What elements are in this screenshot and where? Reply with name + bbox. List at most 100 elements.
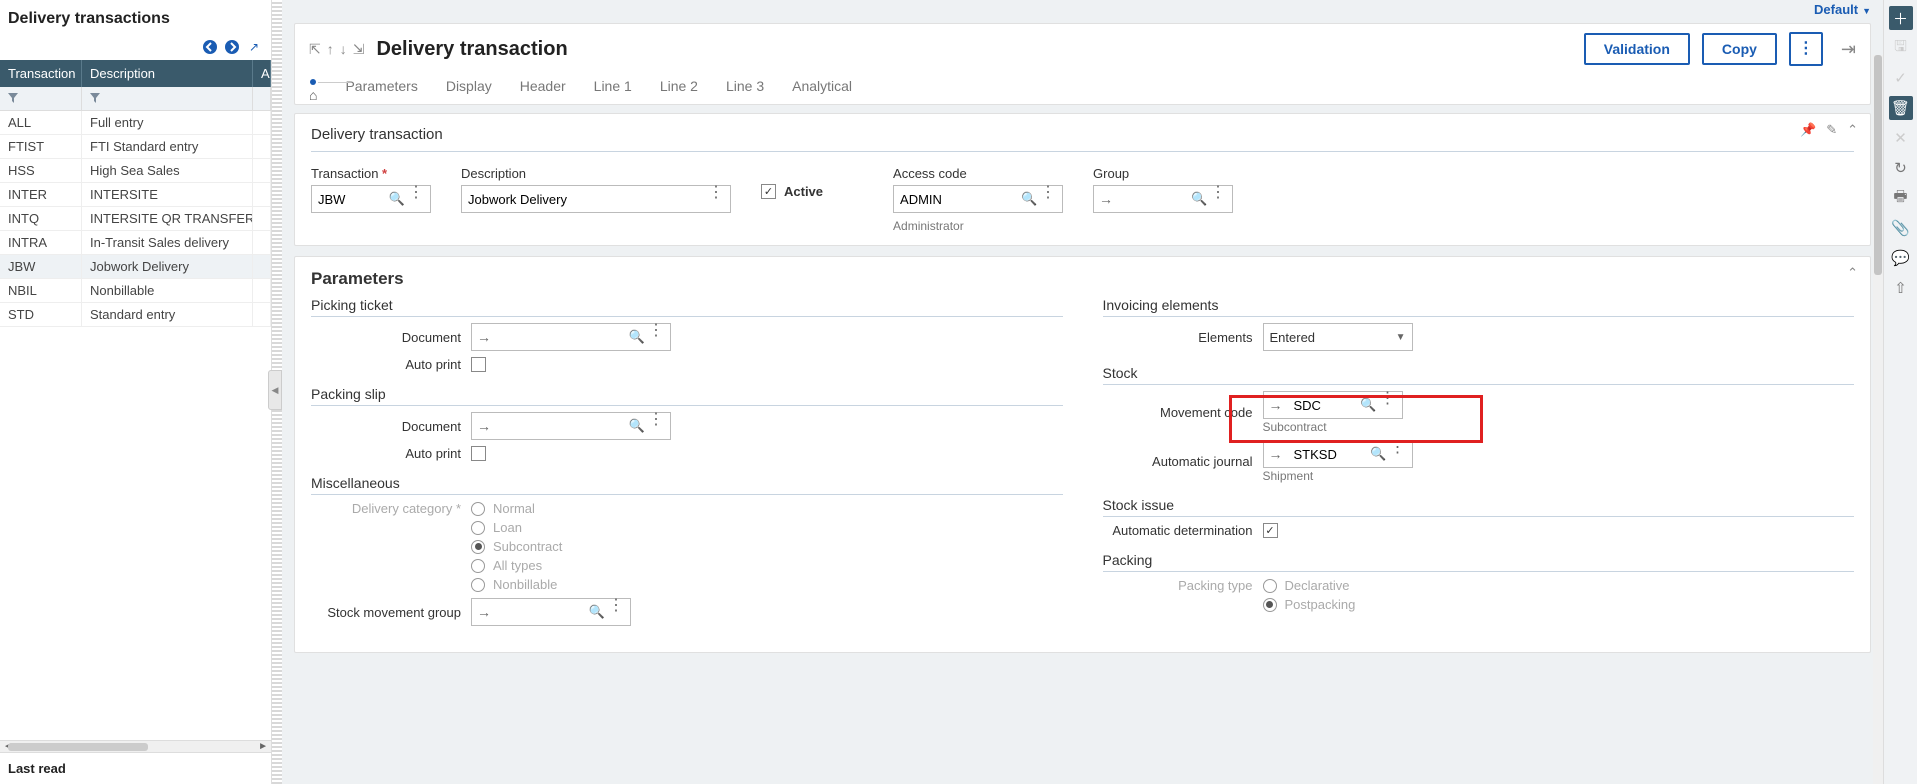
expand-icon[interactable]: ↗: [245, 38, 263, 56]
splitter[interactable]: ◀: [272, 0, 282, 784]
search-icon[interactable]: 🔍: [1018, 186, 1040, 212]
movement-input[interactable]: → 🔍: [1263, 391, 1403, 419]
picking-autoprint-checkbox[interactable]: [471, 357, 486, 372]
tab-item[interactable]: Line 3: [726, 78, 764, 104]
menu-icon[interactable]: [1210, 186, 1232, 212]
search-icon[interactable]: 🔍: [386, 186, 408, 212]
menu-icon[interactable]: [1390, 441, 1412, 467]
nav-down-icon[interactable]: ↓: [340, 41, 347, 58]
stockmove-input[interactable]: → 🔍: [471, 598, 631, 626]
nav-up-icon[interactable]: ↑: [327, 41, 334, 58]
filter-description[interactable]: [82, 87, 253, 110]
tab-item[interactable]: Line 2: [660, 78, 698, 104]
active-checkbox[interactable]: [761, 184, 776, 199]
pin-icon[interactable]: 📌: [1800, 122, 1816, 138]
radio-icon: [471, 502, 485, 516]
menu-icon[interactable]: [408, 186, 430, 212]
menu-icon[interactable]: [608, 599, 630, 625]
radio-item[interactable]: Postpacking: [1263, 597, 1356, 612]
filter-a[interactable]: [253, 87, 271, 110]
more-actions-button[interactable]: [1789, 32, 1823, 66]
nav-next-icon[interactable]: [223, 38, 241, 56]
table-row[interactable]: INTRAIn-Transit Sales delivery: [0, 231, 271, 255]
nav-first-icon[interactable]: ⇱: [309, 41, 321, 58]
active-label: Active: [784, 184, 823, 199]
default-view-link[interactable]: Default▼: [1814, 2, 1871, 17]
description-input[interactable]: [461, 185, 731, 213]
radio-item[interactable]: Declarative: [1263, 578, 1356, 593]
table-row[interactable]: HSSHigh Sea Sales: [0, 159, 271, 183]
tab-home[interactable]: ⌂: [309, 79, 317, 103]
radio-item[interactable]: Loan: [471, 520, 562, 535]
vertical-scrollbar[interactable]: [1873, 55, 1883, 784]
search-icon[interactable]: 🔍: [1188, 186, 1210, 212]
share-icon[interactable]: ⇧: [1889, 276, 1913, 300]
table-row[interactable]: JBWJobwork Delivery: [0, 255, 271, 279]
menu-icon[interactable]: [1380, 392, 1402, 418]
col-a[interactable]: A: [253, 60, 271, 87]
collapse-icon[interactable]: ⌃: [1847, 122, 1858, 138]
menu-icon[interactable]: [1040, 186, 1062, 212]
nav-last-icon[interactable]: ⇲: [353, 41, 365, 58]
search-icon[interactable]: 🔍: [626, 324, 648, 350]
tab-item[interactable]: Parameters: [345, 78, 417, 104]
journal-input[interactable]: → 🔍: [1263, 440, 1413, 468]
tab-item[interactable]: Analytical: [792, 78, 852, 104]
create-icon[interactable]: ✓: [1889, 66, 1913, 90]
menu-icon[interactable]: [648, 413, 670, 439]
packingslip-document-label: Document: [311, 419, 461, 434]
auto-determination-checkbox[interactable]: [1263, 523, 1278, 538]
parameters-section: ⌃ Parameters Picking ticket Document →: [294, 256, 1871, 653]
description-label: Description: [461, 166, 731, 181]
validation-button[interactable]: Validation: [1584, 33, 1690, 65]
transaction-input[interactable]: 🔍: [311, 185, 431, 213]
attach-icon[interactable]: 📎: [1889, 216, 1913, 240]
add-icon[interactable]: ＋: [1889, 6, 1913, 30]
refresh-icon[interactable]: ↻: [1889, 156, 1913, 180]
access-input[interactable]: 🔍: [893, 185, 1063, 213]
radio-item[interactable]: All types: [471, 558, 562, 573]
search-icon[interactable]: 🔍: [1368, 441, 1390, 467]
table-row[interactable]: ALLFull entry: [0, 111, 271, 135]
table-row[interactable]: FTISTFTI Standard entry: [0, 135, 271, 159]
table-row[interactable]: INTERINTERSITE: [0, 183, 271, 207]
save-icon[interactable]: 🖫: [1889, 36, 1913, 60]
table-row[interactable]: NBILNonbillable: [0, 279, 271, 303]
radio-item[interactable]: Nonbillable: [471, 577, 562, 592]
radio-item[interactable]: Subcontract: [471, 539, 562, 554]
tab-item[interactable]: Header: [520, 78, 566, 104]
group-input[interactable]: → 🔍: [1093, 185, 1233, 213]
tab-item[interactable]: Display: [446, 78, 492, 104]
search-icon[interactable]: 🔍: [586, 599, 608, 625]
menu-icon[interactable]: [648, 324, 670, 350]
delete-icon[interactable]: 🗑: [1889, 96, 1913, 120]
filter-transaction[interactable]: [0, 87, 82, 110]
edit-icon[interactable]: ✎: [1826, 122, 1837, 138]
table-row[interactable]: STDStandard entry: [0, 303, 271, 327]
comment-icon[interactable]: 💬: [1889, 246, 1913, 270]
search-icon[interactable]: 🔍: [1358, 392, 1380, 418]
radio-item[interactable]: Normal: [471, 501, 562, 516]
menu-icon[interactable]: [708, 186, 730, 212]
print-icon[interactable]: 🖶: [1889, 186, 1913, 210]
top-bar: Default▼: [282, 0, 1883, 19]
grid-header: Transaction Description A: [0, 60, 271, 87]
search-icon[interactable]: 🔍: [626, 413, 648, 439]
arrow-icon: →: [1094, 191, 1118, 207]
packingslip-autoprint-label: Auto print: [311, 446, 461, 461]
left-horizontal-scrollbar[interactable]: ◄ ►: [0, 740, 271, 752]
picking-document-input[interactable]: → 🔍: [471, 323, 671, 351]
exit-icon[interactable]: ⇥: [1841, 39, 1856, 60]
collapse-icon[interactable]: ⌃: [1847, 265, 1858, 281]
packingslip-autoprint-checkbox[interactable]: [471, 446, 486, 461]
elements-select[interactable]: Entered ▼: [1263, 323, 1413, 351]
tab-item[interactable]: Line 1: [594, 78, 632, 104]
cancel-icon[interactable]: ✕: [1889, 126, 1913, 150]
col-description[interactable]: Description: [82, 60, 253, 87]
copy-button[interactable]: Copy: [1702, 33, 1777, 65]
table-row[interactable]: INTQINTERSITE QR TRANSFER: [0, 207, 271, 231]
splitter-collapse-icon[interactable]: ◀: [268, 370, 282, 410]
packingslip-document-input[interactable]: → 🔍: [471, 412, 671, 440]
nav-prev-icon[interactable]: [201, 38, 219, 56]
col-transaction[interactable]: Transaction: [0, 60, 82, 87]
